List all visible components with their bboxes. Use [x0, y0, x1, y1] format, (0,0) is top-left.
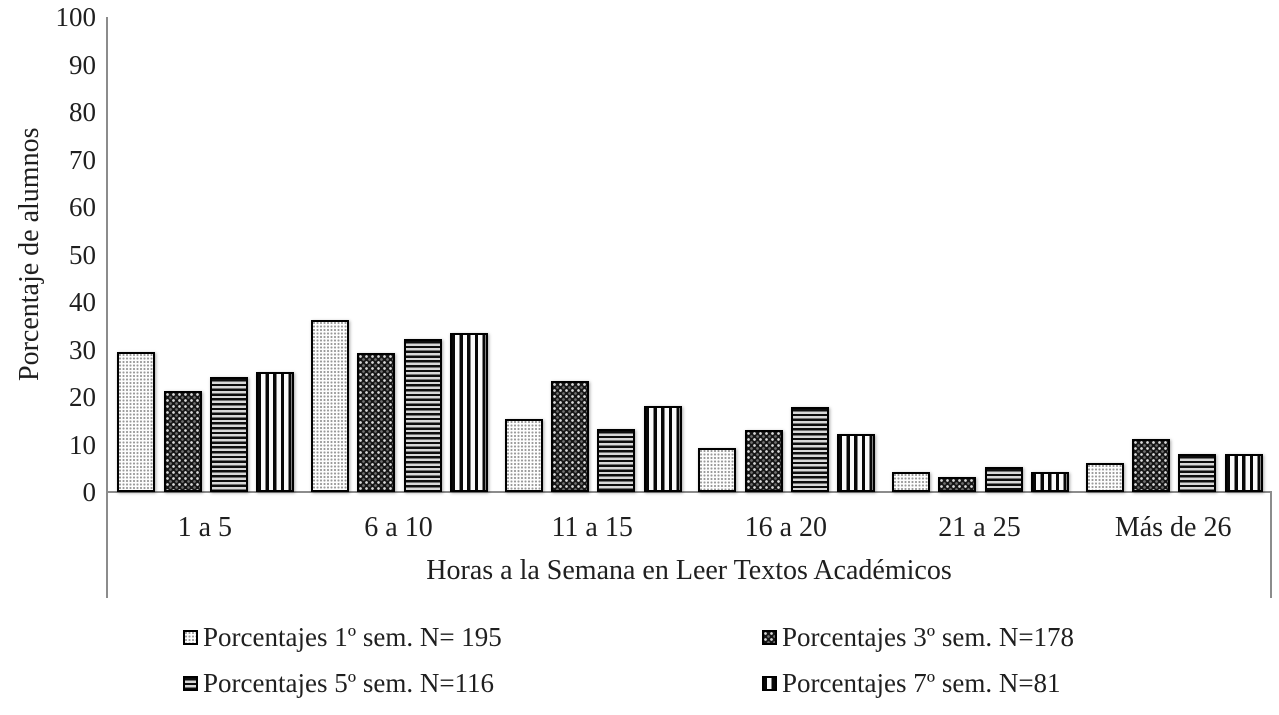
y-tick-label: 50 — [69, 239, 96, 270]
x-category-label: 1 a 5 — [177, 512, 233, 543]
y-tick-label: 0 — [82, 477, 97, 507]
legend-item: Porcentajes 1º sem. N= 195 — [183, 621, 502, 653]
bar — [1132, 438, 1171, 492]
bar — [1030, 472, 1069, 492]
bar — [210, 377, 248, 492]
y-tick-label: 30 — [69, 334, 96, 365]
y-tick-label: 100 — [55, 2, 97, 32]
bar — [1085, 462, 1124, 492]
bar — [837, 434, 876, 492]
bar — [1224, 453, 1263, 492]
bar — [117, 352, 156, 492]
x-category-label: 6 a 10 — [364, 512, 433, 543]
legend-label: Porcentajes 3º sem. N=178 — [782, 622, 1075, 652]
bar — [984, 466, 1023, 492]
bar — [938, 476, 977, 492]
bar — [403, 338, 442, 492]
x-category-label: Más de 26 — [1114, 512, 1232, 543]
y-tick-label: 10 — [69, 429, 96, 460]
x-axis-end-tick — [1270, 491, 1272, 598]
bar — [357, 352, 396, 492]
x-axis-title: Horas a la Semana en Leer Textos Académi… — [426, 555, 952, 586]
bar — [504, 419, 543, 492]
legend-swatch-dots-dark-icon — [762, 629, 777, 645]
legend-swatch-dots-light-icon — [183, 629, 198, 645]
bar — [311, 320, 350, 492]
x-category-label: 11 a 15 — [551, 512, 633, 543]
bar — [597, 429, 636, 492]
legend-label: Porcentajes 7º sem. N=81 — [782, 668, 1061, 698]
bar — [1178, 454, 1217, 492]
legend-item: Porcentajes 3º sem. N=178 — [762, 621, 1074, 653]
x-category-label: 21 a 25 — [938, 512, 1021, 543]
legend-label: Porcentajes 5º sem. N=116 — [203, 668, 495, 698]
legend-swatch-vlines-icon — [762, 675, 777, 691]
bar — [892, 471, 931, 492]
x-axis-line — [106, 491, 1272, 493]
bar — [449, 333, 488, 492]
legend-item: Porcentajes 7º sem. N=81 — [762, 667, 1061, 699]
y-tick-label: 80 — [69, 97, 96, 127]
bar — [791, 407, 829, 492]
y-tick-label: 40 — [69, 287, 96, 317]
bar — [256, 371, 295, 492]
legend-label: Porcentajes 1º sem. N= 195 — [203, 622, 502, 652]
legend-item: Porcentajes 5º sem. N=116 — [183, 667, 494, 699]
y-tick-label: 90 — [69, 49, 96, 80]
y-tick-label: 20 — [69, 382, 96, 412]
bar — [698, 448, 737, 492]
y-tick-label: 70 — [69, 144, 96, 175]
y-tick-label: 60 — [69, 192, 96, 222]
bar — [551, 381, 590, 492]
bar — [163, 391, 202, 492]
y-axis-line — [106, 17, 108, 598]
bar — [744, 430, 783, 492]
x-category-label: 16 a 20 — [744, 512, 828, 543]
bar — [643, 405, 682, 492]
legend-swatch-hlines-icon — [183, 675, 198, 691]
